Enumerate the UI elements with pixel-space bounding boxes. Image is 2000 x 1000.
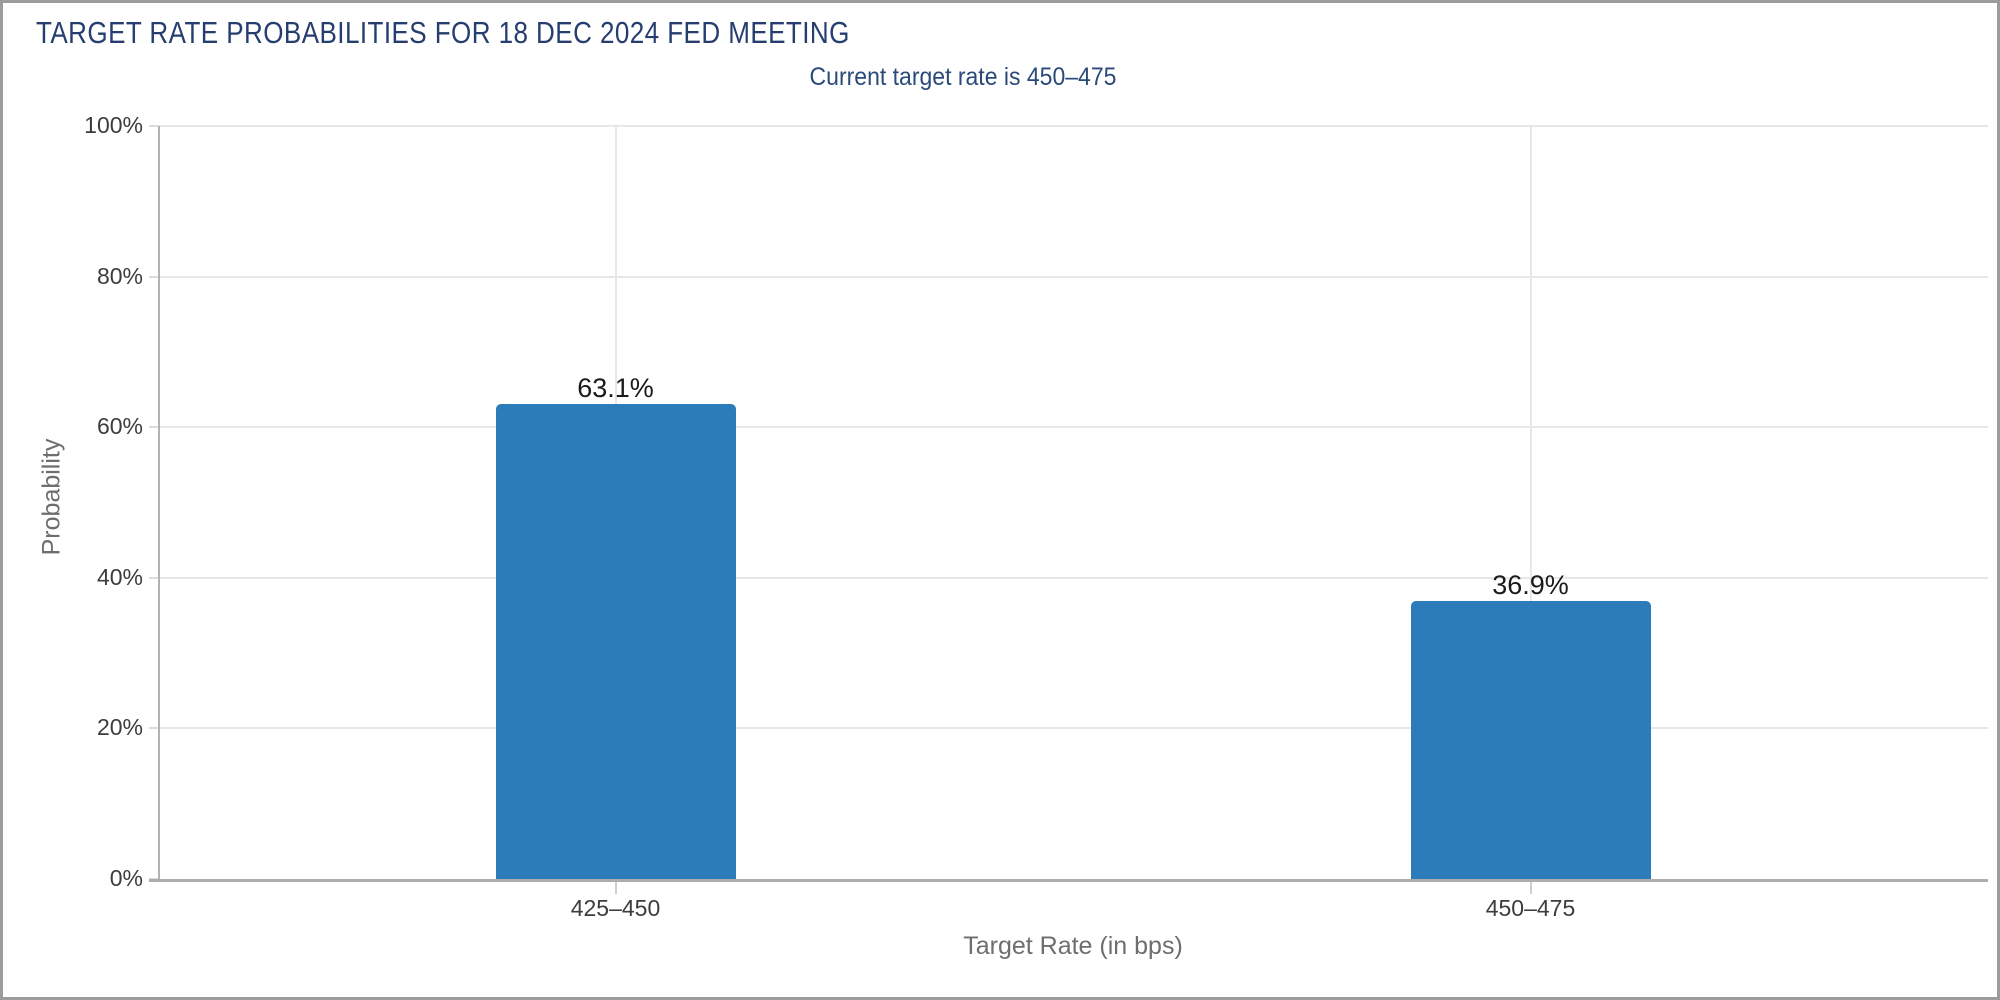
y-tick-label: 40%	[96, 563, 143, 590]
y-tick-label: 60%	[96, 413, 143, 440]
bar-value-label: 36.9%	[1492, 570, 1569, 601]
y-tick-label: 100%	[84, 111, 143, 138]
y-tick-label: 80%	[96, 262, 143, 289]
x-tick	[1529, 882, 1532, 894]
h-gridline	[158, 576, 1988, 579]
x-axis-title: Target Rate (in bps)	[963, 932, 1183, 960]
h-gridline	[158, 727, 1988, 730]
bar-value-label: 63.1%	[577, 372, 654, 403]
y-axis-line	[158, 126, 160, 879]
x-axis-line	[149, 879, 1988, 882]
y-tick-label: 20%	[96, 714, 143, 741]
y-tick-label: 0%	[109, 864, 143, 891]
y-axis-title: Probability	[37, 438, 66, 556]
x-tick	[614, 882, 617, 894]
y-tick	[149, 426, 158, 429]
plot-area: 0% 20% 40% 60% 80% 100% 63.1% 425–450 36.9% 450–4…	[84, 112, 1988, 921]
chart-subtitle: Current target rate is 450–475	[809, 63, 1117, 91]
h-gridline	[158, 125, 1988, 127]
x-tick-label: 425–450	[570, 895, 661, 921]
y-tick	[149, 125, 158, 127]
x-tick-label: 450–475	[1485, 895, 1576, 921]
chart-title: TARGET RATE PROBABILITIES FOR 18 DEC 202…	[36, 15, 850, 50]
h-gridline	[158, 275, 1988, 278]
bar	[1410, 601, 1651, 879]
y-tick	[149, 727, 158, 730]
y-tick	[149, 576, 158, 579]
y-tick	[149, 275, 158, 278]
v-gridline	[1529, 126, 1532, 879]
h-gridline	[158, 426, 1988, 429]
bar	[495, 403, 736, 879]
